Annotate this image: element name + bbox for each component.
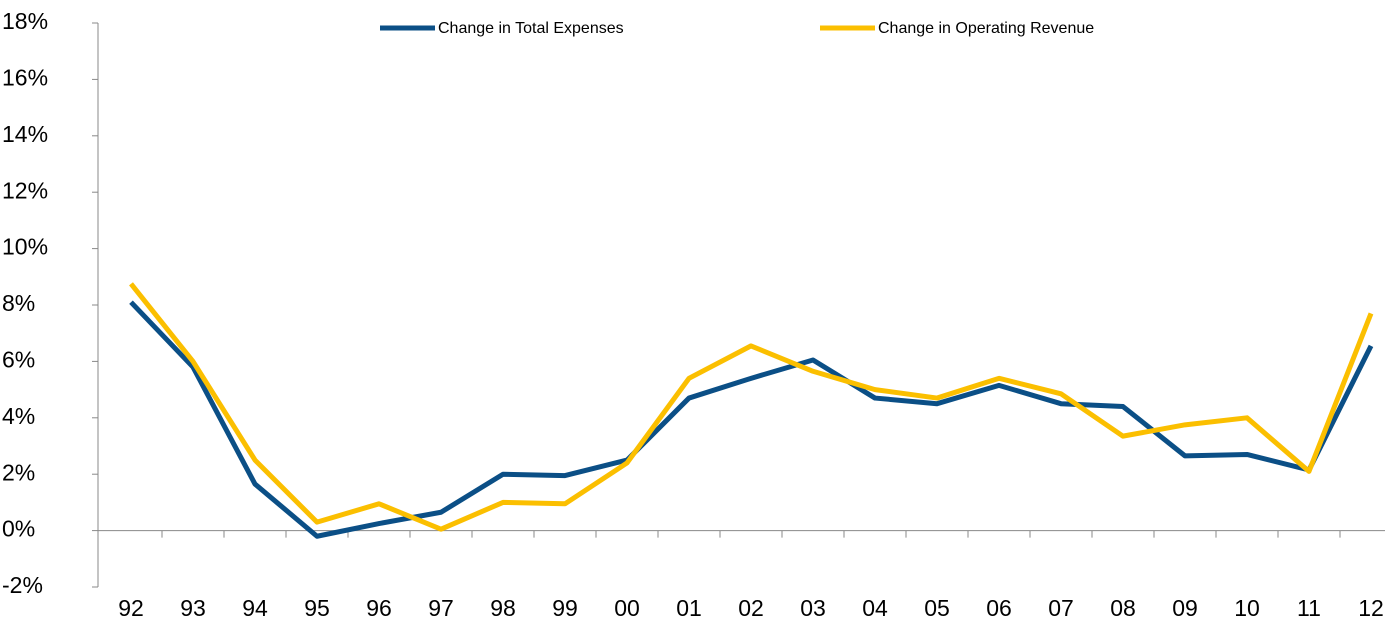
x-tick-label: 08 xyxy=(1110,595,1136,621)
legend-label: Change in Operating Revenue xyxy=(878,20,1094,37)
y-tick-label: 14% xyxy=(2,121,48,147)
y-tick-label: 6% xyxy=(2,346,35,372)
y-tick-label: 10% xyxy=(2,234,48,260)
y-tick-label: 0% xyxy=(2,516,35,542)
x-tick-label: 04 xyxy=(862,595,888,621)
y-tick-label: 4% xyxy=(2,403,35,429)
series-line xyxy=(129,282,1374,532)
x-tick-label: 02 xyxy=(738,595,764,621)
x-tick-label: 94 xyxy=(242,595,268,621)
x-tick-label: 00 xyxy=(614,595,640,621)
x-tick-label: 06 xyxy=(986,595,1012,621)
x-tick-label: 10 xyxy=(1234,595,1260,621)
y-tick-label: 18% xyxy=(2,8,48,34)
x-tick-label: 92 xyxy=(118,595,144,621)
y-tick-label: 12% xyxy=(2,177,48,203)
x-tick-label: 97 xyxy=(428,595,454,621)
legend-label: Change in Total Expenses xyxy=(438,20,624,37)
x-tick-label: 98 xyxy=(490,595,516,621)
x-tick-label: 99 xyxy=(552,595,578,621)
x-tick-label: 93 xyxy=(180,595,206,621)
y-tick-label: 8% xyxy=(2,290,35,316)
x-tick-label: 01 xyxy=(676,595,702,621)
x-tick-label: 05 xyxy=(924,595,950,621)
y-tick-label: 2% xyxy=(2,459,35,485)
y-tick-label: -2% xyxy=(2,572,43,598)
x-tick-label: 11 xyxy=(1297,595,1321,621)
series-line xyxy=(129,300,1374,539)
x-tick-label: 03 xyxy=(800,595,826,621)
x-tick-label: 12 xyxy=(1358,595,1384,621)
y-tick-label: 16% xyxy=(2,64,48,90)
x-tick-label: 96 xyxy=(366,595,392,621)
x-tick-label: 07 xyxy=(1048,595,1074,621)
x-tick-label: 09 xyxy=(1172,595,1198,621)
x-tick-label: 95 xyxy=(304,595,330,621)
